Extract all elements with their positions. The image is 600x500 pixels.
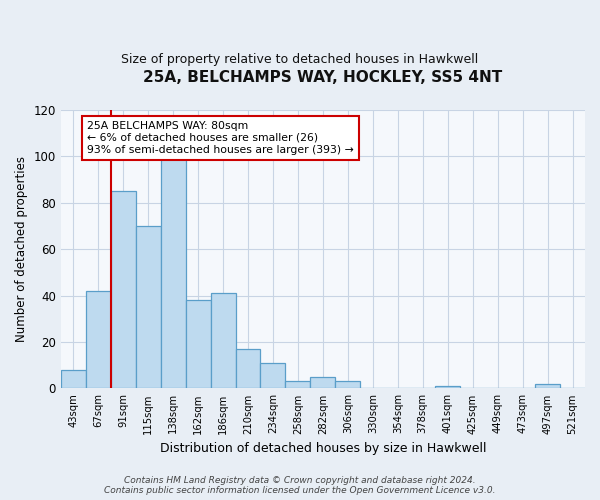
Bar xyxy=(535,384,560,388)
Bar xyxy=(435,386,460,388)
Bar xyxy=(335,382,361,388)
Bar xyxy=(86,291,111,388)
Bar xyxy=(111,191,136,388)
Y-axis label: Number of detached properties: Number of detached properties xyxy=(15,156,28,342)
Text: 25A BELCHAMPS WAY: 80sqm
← 6% of detached houses are smaller (26)
93% of semi-de: 25A BELCHAMPS WAY: 80sqm ← 6% of detache… xyxy=(87,122,354,154)
Bar xyxy=(185,300,211,388)
Bar xyxy=(211,293,236,388)
X-axis label: Distribution of detached houses by size in Hawkwell: Distribution of detached houses by size … xyxy=(160,442,486,455)
Bar xyxy=(61,370,86,388)
Bar xyxy=(260,363,286,388)
Bar xyxy=(310,377,335,388)
Bar xyxy=(236,349,260,389)
Bar xyxy=(286,382,310,388)
Title: 25A, BELCHAMPS WAY, HOCKLEY, SS5 4NT: 25A, BELCHAMPS WAY, HOCKLEY, SS5 4NT xyxy=(143,70,503,85)
Text: Size of property relative to detached houses in Hawkwell: Size of property relative to detached ho… xyxy=(121,52,479,66)
Bar xyxy=(136,226,161,388)
Text: Contains HM Land Registry data © Crown copyright and database right 2024.
Contai: Contains HM Land Registry data © Crown c… xyxy=(104,476,496,495)
Bar xyxy=(161,156,185,388)
